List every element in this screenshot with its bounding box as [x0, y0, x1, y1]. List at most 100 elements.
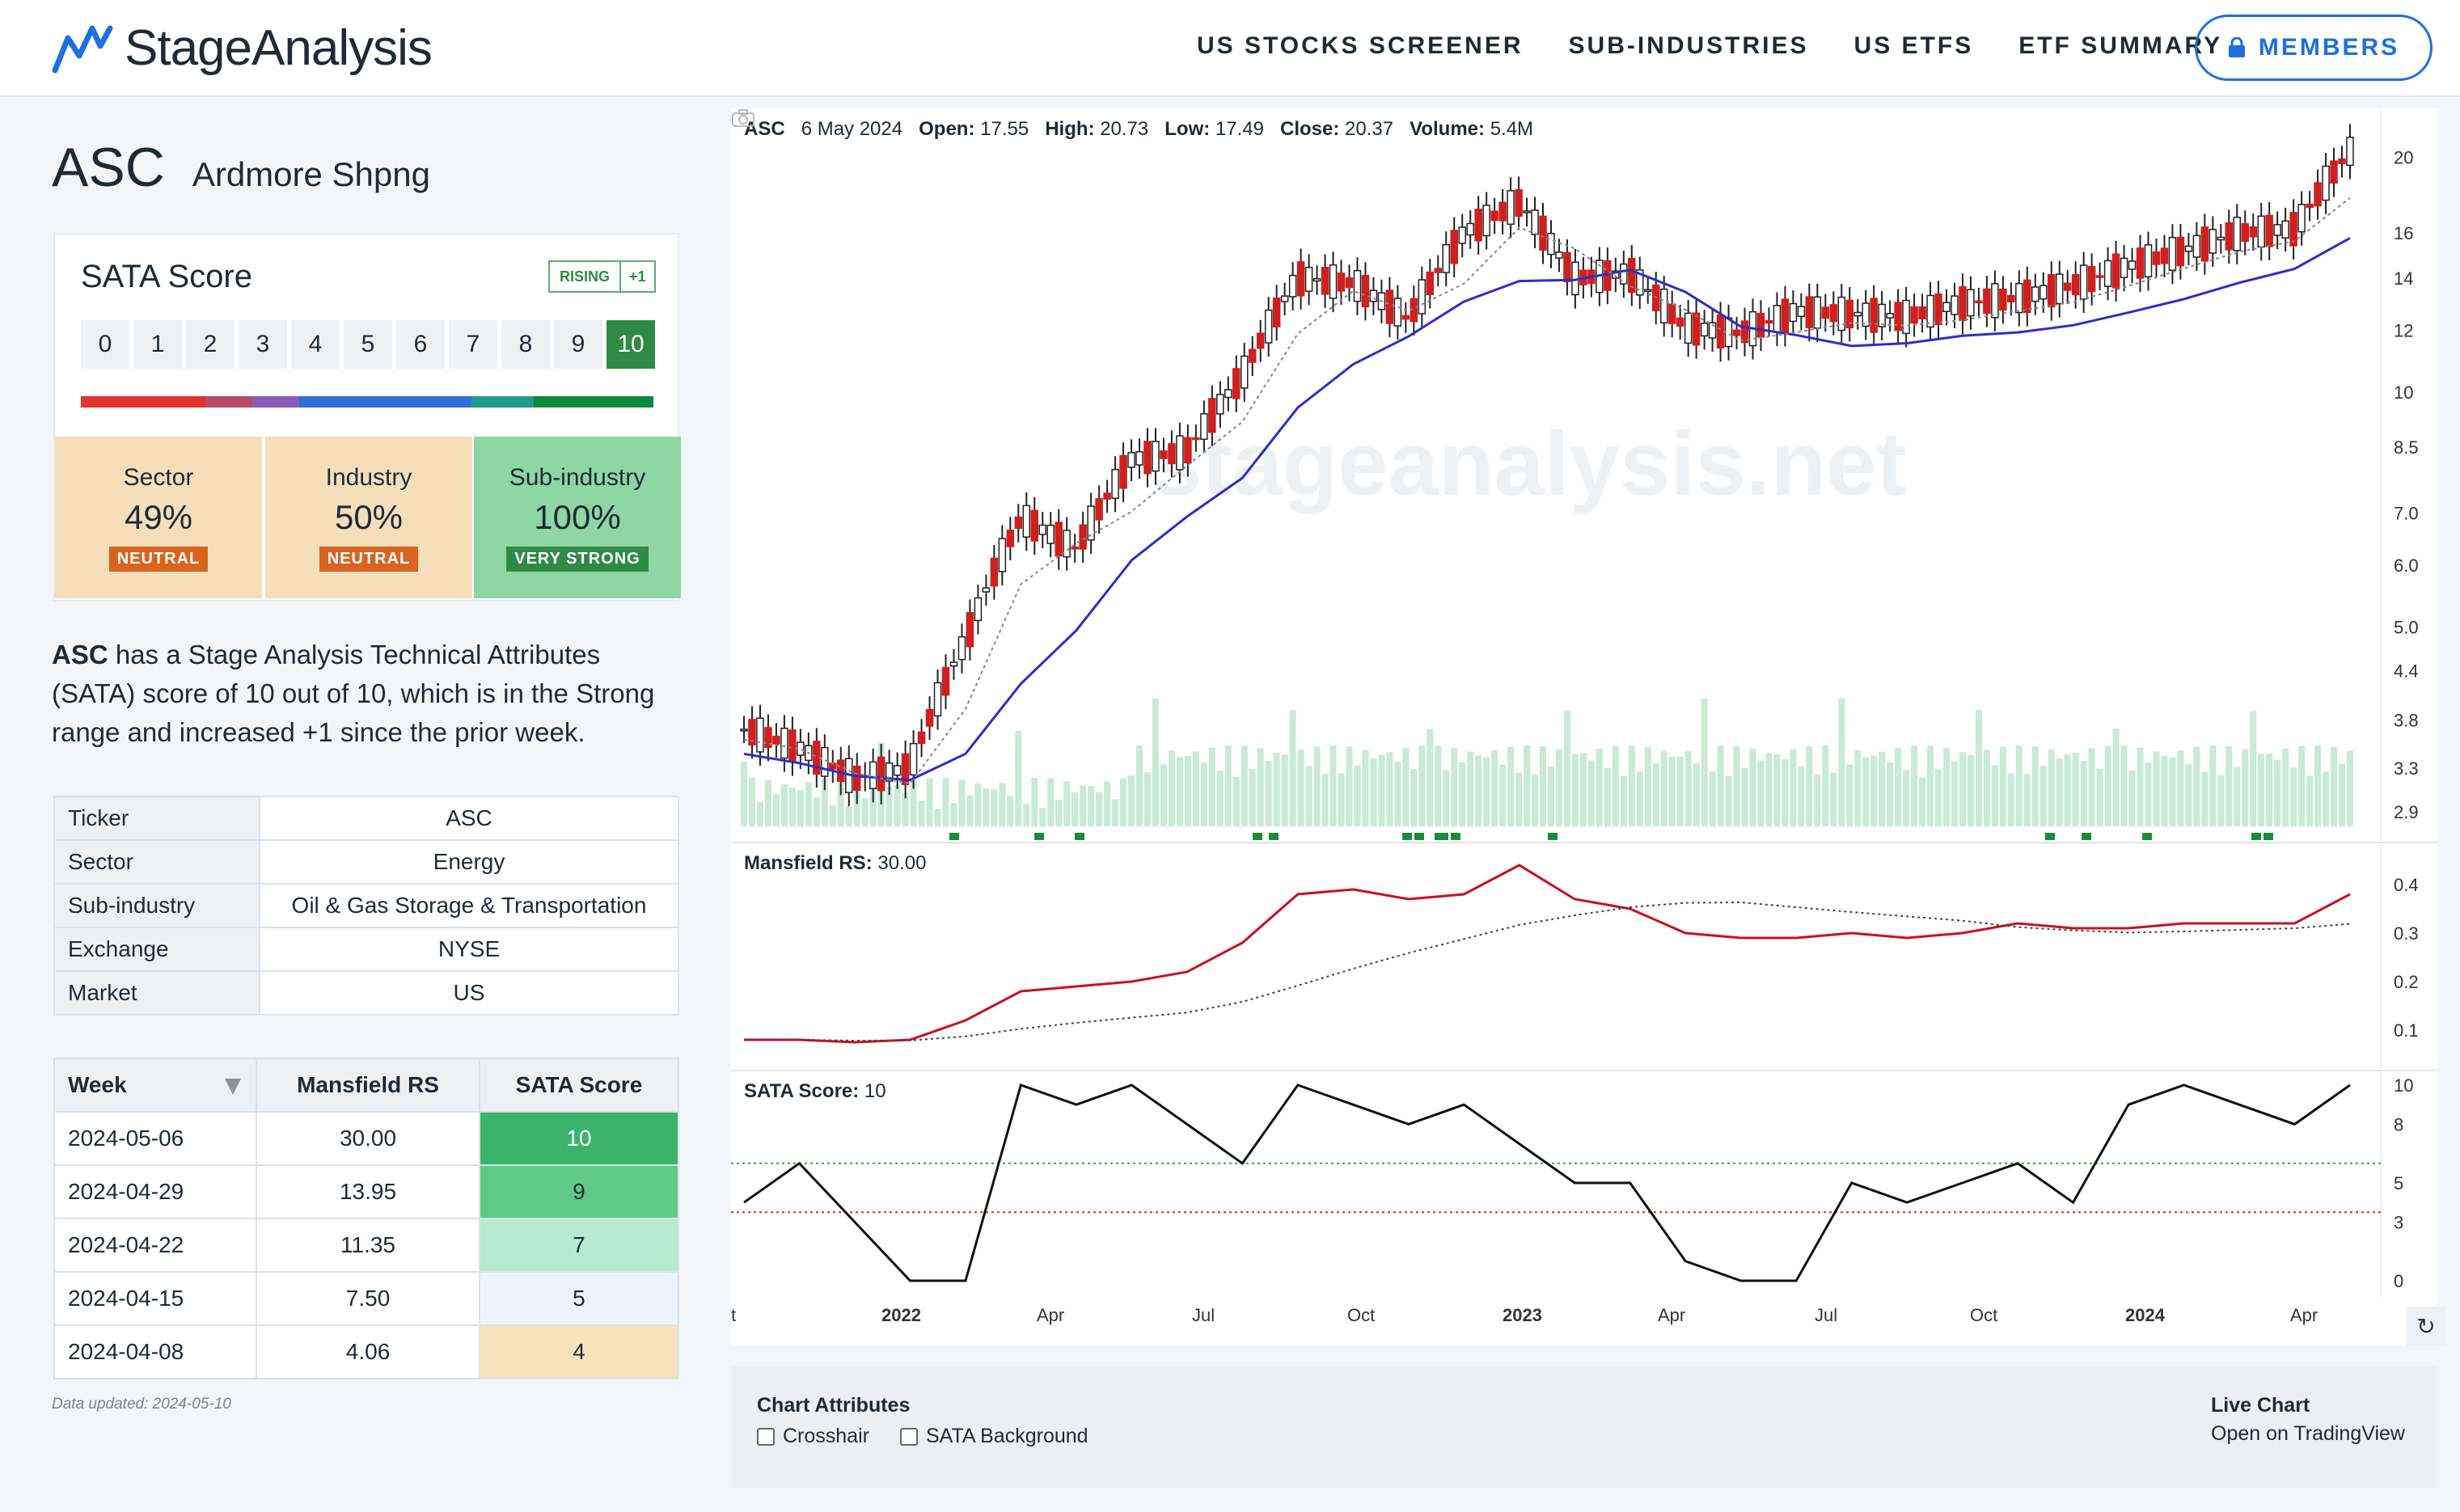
- candle-body: [1482, 205, 1490, 237]
- x-tick-label: Oct: [1970, 1305, 1997, 1325]
- price-tick-label: 7.0: [2394, 504, 2419, 524]
- sata-score-cell: 4: [478, 1324, 680, 1379]
- table-row[interactable]: 2024-05-06 30.00 10: [53, 1111, 680, 1166]
- lock-icon: [2228, 37, 2245, 57]
- volume-bar: [2185, 764, 2192, 826]
- candle-body: [1248, 348, 1257, 363]
- volume-bar: [1604, 767, 1611, 826]
- volume-bar: [974, 783, 982, 826]
- volume-bar: [869, 781, 877, 826]
- volume-bar: [1927, 745, 1934, 826]
- volume-bar: [1346, 746, 1353, 826]
- sort-desc-icon[interactable]: [225, 1079, 242, 1095]
- candle-body: [2120, 257, 2128, 278]
- refresh-icon[interactable]: ↻: [2407, 1307, 2445, 1345]
- candle-body: [1450, 230, 1458, 264]
- volume-bar: [1281, 754, 1288, 826]
- candle-body: [1168, 443, 1176, 465]
- sata-score-value: 10: [864, 1080, 886, 1102]
- candle-body: [1369, 289, 1378, 302]
- candle-body: [1967, 289, 1975, 317]
- mansfield-rs-cell: 30.00: [256, 1111, 480, 1166]
- nav-etf-summary[interactable]: ETF SUMMARY: [2018, 32, 2223, 59]
- x-tick-label: Jul: [1192, 1305, 1215, 1325]
- table-row[interactable]: 2024-04-15 7.50 5: [53, 1271, 680, 1326]
- volume-bar: [1587, 760, 1595, 826]
- sata-score-line: [743, 1083, 2351, 1282]
- price-chart[interactable]: stageanalysis.net 20 16 14 12 10 8.5 7.0 6.0 5.0 4…: [731, 108, 2445, 1345]
- candle-body: [1773, 305, 1782, 333]
- rs-tick-label: 0.3: [2394, 923, 2419, 944]
- volume-bar: [1555, 749, 1562, 826]
- crosshair-checkbox[interactable]: [757, 1427, 775, 1446]
- stage-chart-logo-icon: [52, 25, 113, 73]
- volume-bar: [2225, 745, 2233, 826]
- candle-body: [2063, 282, 2072, 291]
- candle-body: [1103, 492, 1111, 500]
- volume-bar: [1467, 751, 1474, 826]
- volume-bar: [772, 794, 780, 826]
- nav-us-etfs[interactable]: US ETFS: [1853, 32, 1974, 59]
- crosshair-option[interactable]: Crosshair: [757, 1425, 869, 1448]
- candle-body: [1160, 450, 1168, 459]
- volume-bar: [813, 797, 820, 826]
- candle-body: [1241, 355, 1249, 389]
- volume-bar: [2298, 745, 2306, 826]
- sata-background-checkbox[interactable]: [899, 1427, 918, 1446]
- members-button[interactable]: MEMBERS: [2195, 15, 2433, 81]
- candle-body: [1983, 288, 1991, 315]
- price-tick-label: 3.8: [2394, 711, 2419, 731]
- volume-bar: [748, 778, 755, 826]
- volume-bar: [2274, 759, 2281, 826]
- volume-bar: [1911, 745, 1918, 826]
- volume-bar: [1475, 755, 1482, 826]
- candle-body: [1014, 516, 1023, 530]
- col-week[interactable]: Week: [53, 1058, 258, 1113]
- candle-body: [1046, 524, 1055, 544]
- volume-bar: [1846, 764, 1853, 826]
- candle-body: [974, 597, 983, 622]
- camera-icon[interactable]: [731, 108, 755, 128]
- volume-bar: [1216, 770, 1224, 826]
- volume-bar: [958, 779, 966, 826]
- table-row[interactable]: 2024-04-22 11.35 7: [53, 1218, 680, 1273]
- open-tradingview-link[interactable]: Open on TradingView: [2211, 1422, 2405, 1445]
- candle-body: [2330, 160, 2338, 184]
- sata-background-option[interactable]: SATA Background: [899, 1425, 1088, 1448]
- volume-bar: [1532, 775, 1539, 826]
- score-bar-segment: [205, 396, 253, 408]
- col-sata-score[interactable]: SATA Score: [478, 1058, 680, 1113]
- candle-body: [1208, 398, 1216, 433]
- volume-bar: [1370, 758, 1377, 826]
- candle-body: [1055, 522, 1063, 557]
- volume-bar: [1660, 750, 1667, 826]
- volume-bar: [1540, 746, 1547, 826]
- volume-bar: [1459, 762, 1466, 826]
- volume-bar: [1499, 764, 1507, 826]
- week-cell: 2024-04-22: [53, 1218, 258, 1273]
- brand-logo[interactable]: StageAnalysis: [50, 19, 433, 77]
- stage-marker: [1075, 833, 1084, 840]
- candle-body: [982, 587, 991, 593]
- nav-us-stocks-screener[interactable]: US STOCKS SCREENER: [1197, 32, 1524, 59]
- volume-bar: [1483, 757, 1490, 826]
- volume-bar: [942, 778, 949, 826]
- stat-value: 100%: [534, 498, 621, 536]
- x-tick-label: 2023: [1503, 1305, 1542, 1325]
- volume-bar: [1297, 750, 1304, 826]
- volume-bar: [1524, 745, 1531, 826]
- candle-body: [1006, 530, 1015, 547]
- table-row[interactable]: 2024-04-08 4.06 4: [53, 1324, 680, 1379]
- volume-bar: [1451, 747, 1458, 826]
- chart-canvas[interactable]: stageanalysis.net 20 16 14 12 10 8.5 7.0 6.0 5.0 4…: [731, 108, 2437, 1345]
- volume-bar: [910, 780, 917, 826]
- score-bar-segment: [471, 396, 534, 408]
- table-row[interactable]: 2024-04-29 13.95 9: [53, 1164, 680, 1219]
- x-tick-label: 2024: [2125, 1305, 2166, 1325]
- candle-body: [2338, 158, 2346, 164]
- candle-body: [788, 729, 797, 763]
- volume-bar: [1031, 778, 1038, 826]
- volume-bar: [1717, 745, 1724, 826]
- nav-sub-industries[interactable]: SUB-INDUSTRIES: [1568, 32, 1809, 59]
- col-mansfield-rs[interactable]: Mansfield RS: [256, 1058, 480, 1113]
